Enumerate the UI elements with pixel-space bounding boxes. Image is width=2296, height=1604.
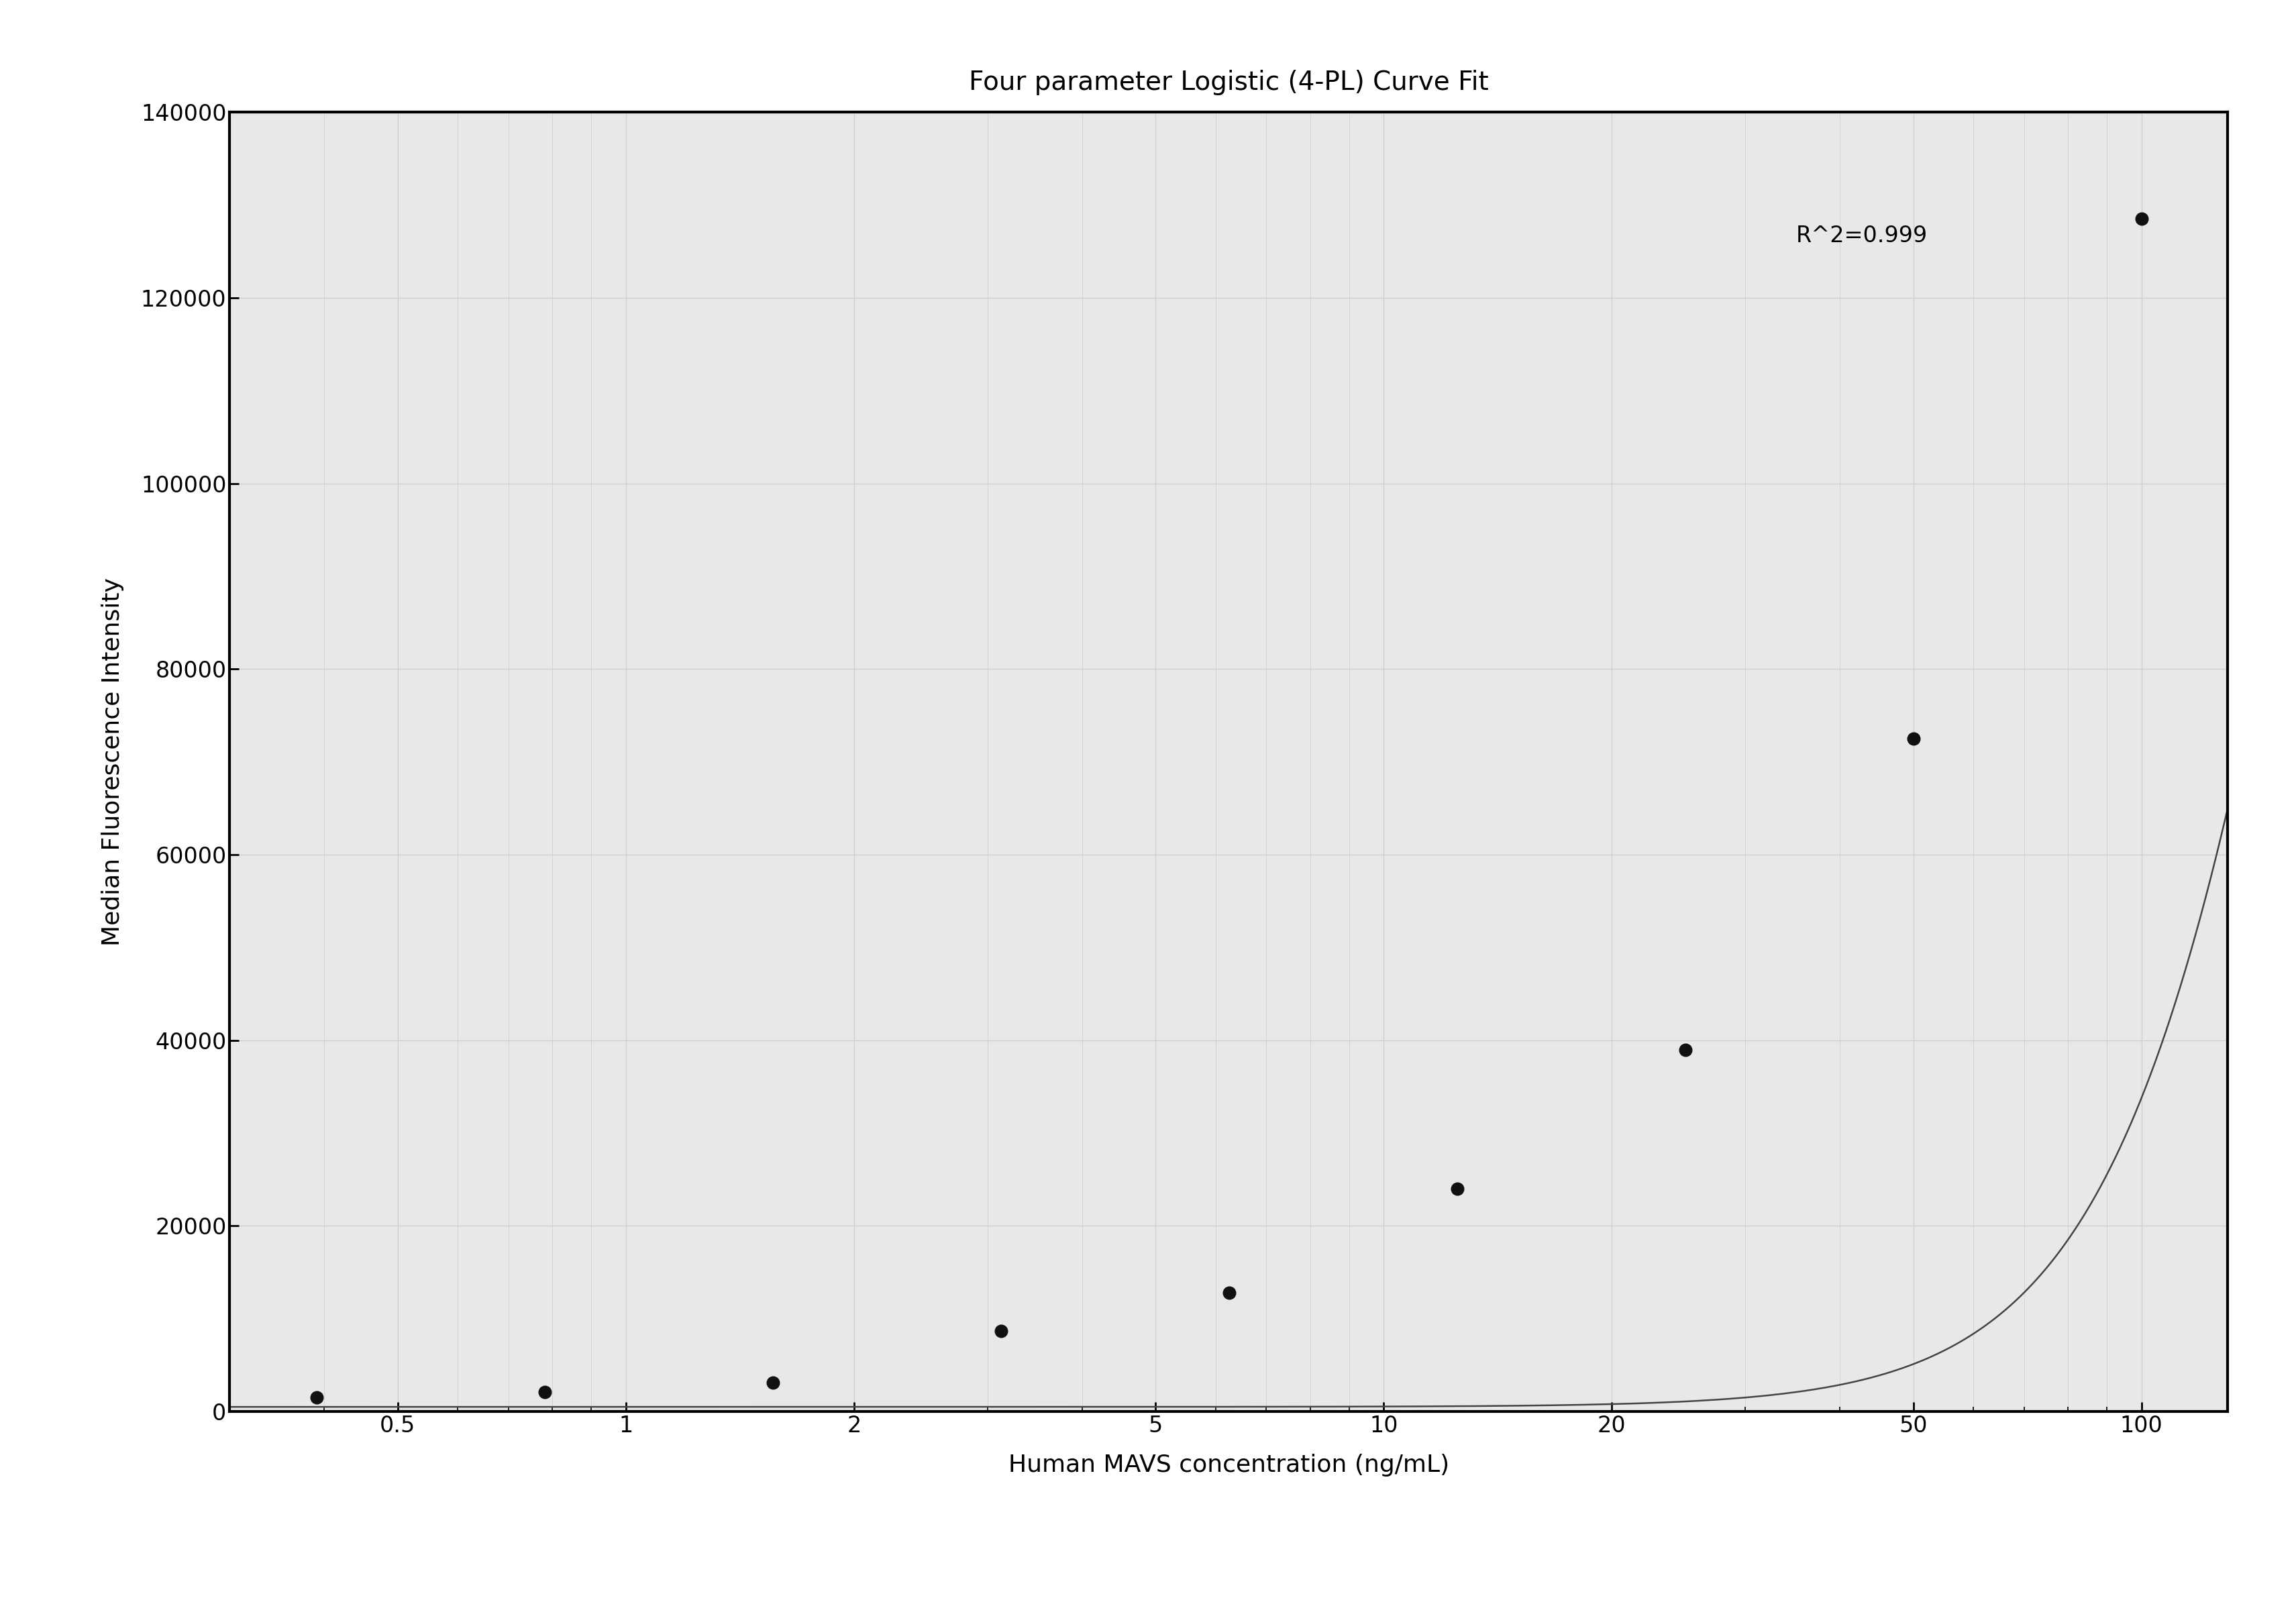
- Point: [298, 1384, 335, 1410]
- Point: [526, 1379, 563, 1405]
- Point: [755, 1370, 792, 1395]
- Text: R^2=0.999: R^2=0.999: [1795, 225, 1926, 247]
- X-axis label: Human MAVS concentration (ng/mL): Human MAVS concentration (ng/mL): [1008, 1453, 1449, 1477]
- Point: [2122, 207, 2158, 233]
- Point: [983, 1318, 1019, 1344]
- Point: [1667, 1036, 1704, 1062]
- Point: [1437, 1176, 1474, 1201]
- Title: Four parameter Logistic (4-PL) Curve Fit: Four parameter Logistic (4-PL) Curve Fit: [969, 71, 1488, 95]
- Point: [1894, 727, 1931, 752]
- Point: [1210, 1280, 1247, 1306]
- Y-axis label: Median Fluorescence Intensity: Median Fluorescence Intensity: [101, 577, 124, 946]
